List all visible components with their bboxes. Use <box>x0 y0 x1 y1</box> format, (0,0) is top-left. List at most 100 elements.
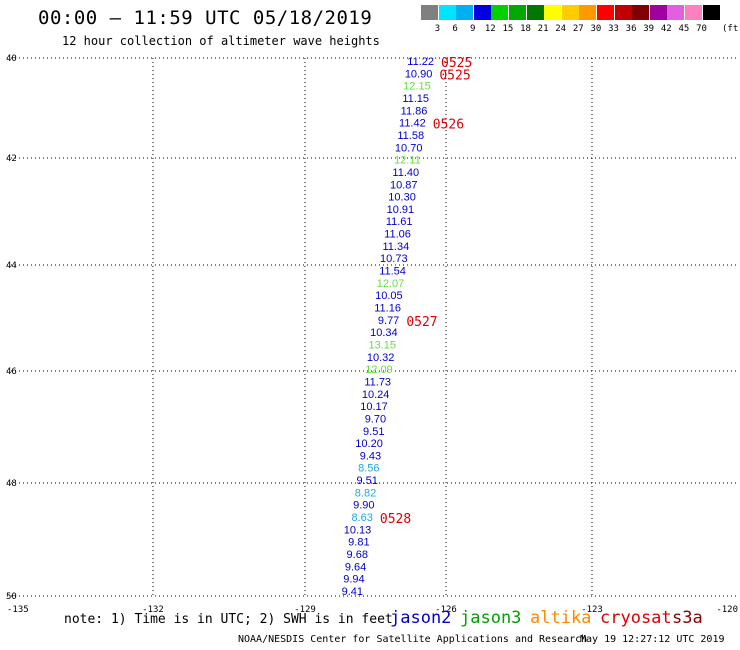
wave-height-value: 10.34 <box>370 327 398 339</box>
color-scale-label: 24 <box>555 24 567 34</box>
latitude-label: 46 <box>6 367 17 377</box>
wave-height-value: 10.32 <box>367 352 395 364</box>
color-swatch <box>702 5 720 20</box>
color-scale-label: 70 <box>696 24 707 34</box>
map-grid <box>7 57 738 597</box>
mission-label-s3a: s3a <box>672 608 703 628</box>
color-swatch <box>456 5 474 20</box>
longitude-label: -129 <box>294 605 316 615</box>
wave-height-value: 8.56 <box>358 463 379 475</box>
wave-height-value: 10.73 <box>380 253 408 265</box>
units-note: note: 1) Time is in UTC; 2) SWH is in fe… <box>64 612 393 627</box>
color-scale-label: 36 <box>625 24 637 34</box>
pass-time-label: 0527 <box>406 315 437 330</box>
pass-time-label: 0525 <box>441 56 472 71</box>
wave-height-value: 12.11 <box>394 155 421 167</box>
color-scale-label: 21 <box>537 24 549 34</box>
color-scale-label: 39 <box>643 24 655 34</box>
mission-label-jason3: jason3 <box>460 608 522 628</box>
wave-height-value: 11.61 <box>386 216 413 228</box>
pass-time-label: 0528 <box>380 512 411 527</box>
wave-height-value: 11.22 <box>407 56 434 68</box>
wave-height-value: 11.42 <box>399 118 426 130</box>
color-swatch <box>438 5 456 20</box>
mission-label-jason2: jason2 <box>390 608 452 628</box>
longitude-label: -126 <box>435 605 457 615</box>
color-swatch <box>561 5 579 20</box>
wave-height-value: 10.20 <box>355 438 383 450</box>
color-swatch <box>597 5 614 20</box>
color-scale-label: 6 <box>452 24 458 34</box>
color-swatch <box>544 5 562 20</box>
color-swatch <box>491 5 509 20</box>
latitude-label: 40 <box>6 54 17 64</box>
color-swatch <box>509 5 526 20</box>
wave-height-value: 9.81 <box>348 537 369 549</box>
wave-height-value: 10.13 <box>344 524 372 536</box>
wave-height-value: 8.63 <box>351 512 372 524</box>
mission-label-cryosat: cryosat <box>600 608 672 628</box>
color-swatch <box>685 5 702 20</box>
color-swatch <box>649 5 667 20</box>
longitude-label: -132 <box>142 605 164 615</box>
longitude-label: -123 <box>581 605 603 615</box>
wave-height-value: 10.87 <box>390 179 418 191</box>
wave-height-value: 11.86 <box>401 105 428 117</box>
wave-height-value: 10.05 <box>375 290 403 302</box>
color-swatch <box>632 5 650 20</box>
altimeter-track: 11.2210.9012.1511.1511.8611.4211.5810.70… <box>342 56 473 598</box>
color-scale-label: 27 <box>572 24 584 34</box>
color-scale-label: 42 <box>660 24 672 34</box>
wave-height-value: 13.15 <box>368 339 396 351</box>
wave-height-value: 10.24 <box>362 389 390 401</box>
wave-height-value: 8.82 <box>355 487 376 499</box>
wave-height-value: 9.90 <box>353 500 374 512</box>
color-swatch <box>667 5 685 20</box>
color-scale-label: 33 <box>608 24 619 34</box>
generated-timestamp: May 19 12:27:12 UTC 2019 <box>580 634 725 645</box>
wave-height-value: 11.40 <box>392 167 419 179</box>
color-scale-label: 30 <box>590 24 602 34</box>
wave-height-value: 10.90 <box>405 68 433 80</box>
color-swatch <box>421 5 438 20</box>
color-swatch <box>614 5 632 20</box>
wave-height-value: 11.73 <box>364 376 391 388</box>
wave-height-value: 9.64 <box>345 561 366 573</box>
wave-height-value: 10.17 <box>360 401 388 413</box>
wave-height-value: 10.30 <box>388 192 416 204</box>
axis-labels: -135 -132 -129 -126 -123 -120 40 42 44 46 48 50 <box>6 54 738 615</box>
wave-height-value: 12.15 <box>403 81 431 93</box>
wave-height-value: 12.07 <box>377 278 405 290</box>
wave-height-value: 9.94 <box>343 574 364 586</box>
color-swatch <box>526 5 544 20</box>
wave-height-value: 9.51 <box>363 426 384 438</box>
longitude-label: -120 <box>716 605 738 615</box>
longitude-label: -135 <box>7 605 29 615</box>
page-title: 00:00 – 11:59 UTC 05/18/2019 <box>38 7 373 29</box>
color-scale-label: 9 <box>469 24 476 34</box>
credit-text: NOAA/NESDIS Center for Satellite Applica… <box>238 634 588 645</box>
wave-height-value: 10.91 <box>387 204 415 216</box>
wave-height-value: 11.58 <box>397 130 424 142</box>
wave-height-value: 9.77 <box>378 315 399 327</box>
wave-height-value: 9.68 <box>347 549 368 561</box>
wave-height-value: 11.54 <box>379 266 406 278</box>
color-swatch <box>473 5 491 20</box>
latitude-label: 44 <box>6 261 17 271</box>
color-scale-label: 15 <box>502 24 514 34</box>
latitude-label: 42 <box>6 154 17 164</box>
wave-height-value: 9.51 <box>356 475 377 487</box>
pass-time-label: 0525 <box>439 68 470 83</box>
wave-height-value: 11.06 <box>384 229 411 241</box>
wave-height-value: 11.34 <box>383 241 410 253</box>
color-swatch <box>579 5 597 20</box>
wave-height-value: 11.15 <box>402 93 429 105</box>
wave-height-value: 11.16 <box>374 303 401 315</box>
latitude-label: 50 <box>6 592 17 602</box>
mission-label-altika: altika <box>530 608 592 628</box>
wave-height-value: 9.70 <box>365 413 386 425</box>
latitude-label: 48 <box>6 479 17 489</box>
wave-height-value: 9.41 <box>342 586 363 598</box>
color-scale-unit: (ft) <box>722 24 740 34</box>
